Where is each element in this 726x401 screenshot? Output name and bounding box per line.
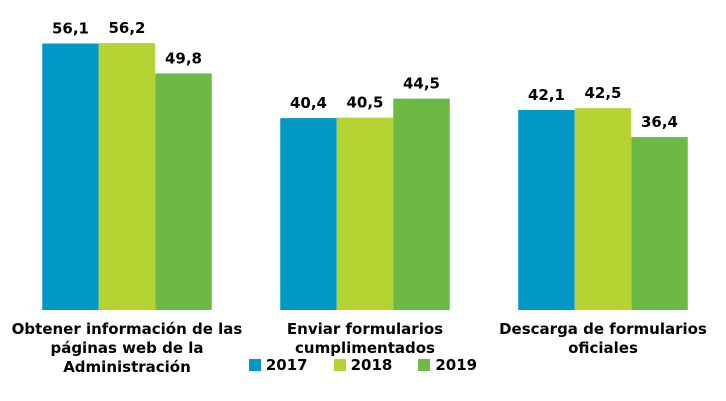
bar	[336, 117, 394, 310]
value-label: 44,5	[403, 75, 440, 93]
value-label: 40,5	[346, 94, 383, 112]
legend-label: 2018	[350, 356, 393, 374]
bar	[574, 108, 632, 310]
value-label: 42,1	[528, 86, 565, 104]
value-label: 56,2	[108, 19, 145, 37]
legend-item: 2019	[418, 356, 477, 374]
bar	[631, 137, 688, 310]
bar	[98, 43, 156, 311]
legend-swatch	[248, 359, 261, 371]
legend: 2017 2018 2019	[0, 356, 726, 374]
x-tick-label: Enviar formularios cumplimentados	[286, 320, 444, 357]
x-tick-label: Descarga de formularios oficiales	[499, 320, 707, 357]
legend-item: 2018	[333, 356, 393, 374]
value-label: 36,4	[641, 113, 678, 131]
bar	[518, 110, 575, 311]
value-label: 40,4	[290, 94, 327, 112]
legend-label: 2019	[435, 356, 478, 374]
bar	[42, 43, 99, 311]
legend-swatch	[418, 359, 431, 371]
bar	[280, 118, 337, 310]
value-label: 56,1	[52, 20, 89, 38]
legend-swatch	[333, 359, 346, 371]
value-label: 49,8	[165, 49, 202, 67]
value-label: 42,5	[584, 84, 621, 102]
x-tick-label: Obtener información de las páginas web d…	[11, 320, 243, 376]
legend-item: 2017	[248, 356, 308, 374]
legend-label: 2017	[265, 356, 308, 374]
bar	[393, 98, 450, 310]
bar	[155, 73, 212, 310]
